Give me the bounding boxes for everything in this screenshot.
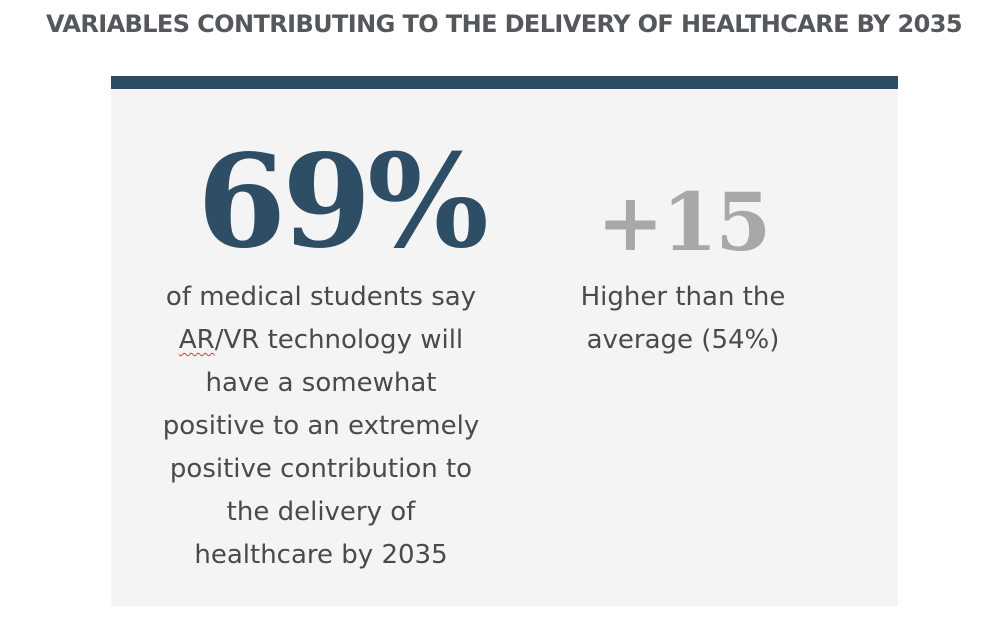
page-title: VARIABLES CONTRIBUTING TO THE DELIVERY O… xyxy=(46,10,963,38)
description-line: healthcare by 2035 xyxy=(194,540,448,570)
description-line: positive to an extremely xyxy=(162,411,480,441)
description-line: have a somewhat xyxy=(205,368,437,398)
stat-card: 69% of medical students say AR/VR techno… xyxy=(111,76,898,606)
description-line: average (54%) xyxy=(586,325,780,355)
primary-stat-value: 69% xyxy=(197,127,489,277)
spellcheck-flagged-word[interactable]: AR xyxy=(178,325,215,355)
secondary-stat-value: +15 xyxy=(596,175,771,269)
primary-stat-description: of medical students say AR/VR technology… xyxy=(121,276,521,577)
description-line: Higher than the xyxy=(580,282,786,312)
description-line: the delivery of xyxy=(226,497,416,527)
description-line: AR/VR technology will xyxy=(121,319,521,362)
secondary-stat-description: Higher than the average (54%) xyxy=(543,276,823,362)
description-line: of medical students say xyxy=(165,282,477,312)
description-line: positive contribution to xyxy=(169,454,473,484)
card-accent-bar xyxy=(111,76,898,89)
description-line-rest: /VR technology will xyxy=(214,325,464,355)
